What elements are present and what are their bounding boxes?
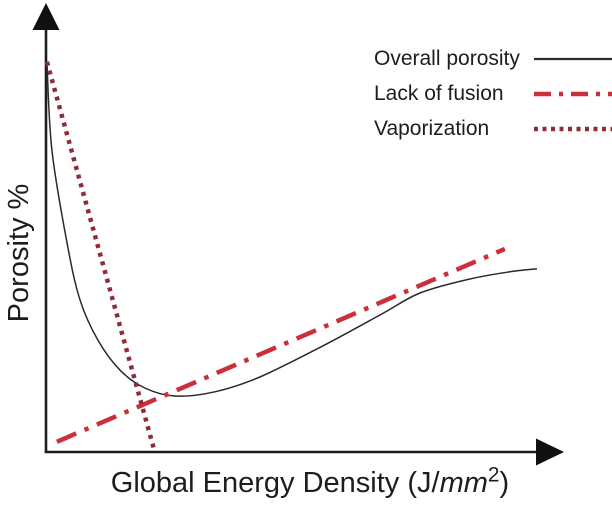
series-overall-porosity	[46, 63, 538, 397]
legend-label-lack-of-fusion: Lack of fusion	[374, 81, 504, 105]
series-vaporization	[44, 61, 157, 451]
legend-line-sample-solid	[534, 57, 612, 60]
x-axis-label-close: )	[499, 467, 510, 499]
y-axis-label: Porosity %	[3, 183, 35, 323]
x-axis-arrowhead	[536, 438, 564, 466]
legend-item-vaporization: Vaporization	[374, 111, 612, 146]
legend-line-sample-dash-dot	[534, 91, 612, 96]
x-axis-label-units-italic: mm	[439, 467, 488, 499]
x-axis-label-superscript: 2	[487, 463, 500, 487]
y-axis-arrowhead	[32, 3, 60, 30]
x-axis-label-main: Global Energy Density (J/	[110, 467, 440, 499]
legend-label-vaporization: Vaporization	[374, 116, 490, 140]
x-axis-label: Global Energy Density (J/mm2)	[28, 463, 592, 500]
series-lack-of-fusion	[56, 246, 506, 444]
legend-label-overall-porosity: Overall porosity	[374, 46, 520, 70]
legend-item-overall-porosity: Overall porosity	[374, 41, 612, 76]
legend-line-sample-dotted	[534, 126, 612, 131]
legend-item-lack-of-fusion: Lack of fusion	[374, 76, 612, 111]
legend: Overall porosity Lack of fusion Vaporiza…	[374, 41, 612, 146]
series-group	[44, 61, 538, 451]
